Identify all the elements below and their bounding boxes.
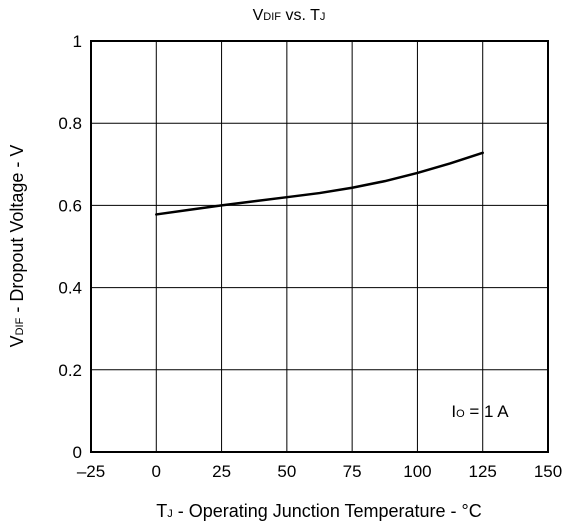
x-tick-label: 25 <box>212 462 231 481</box>
y-axis-label: VDIF - Dropout Voltage - V <box>7 145 27 348</box>
x-tick-labels: –25 0 25 50 75 100 125 150 <box>77 462 562 481</box>
x-axis-label: TJ - Operating Junction Temperature - °C <box>156 501 482 521</box>
ylabel-post: - Dropout Voltage - V <box>7 145 27 318</box>
xlabel-sub: J <box>167 508 173 520</box>
title-sub1: DIF <box>263 11 281 23</box>
xlabel-post: - Operating Junction Temperature - °C <box>173 501 482 521</box>
plot-frame <box>90 40 549 453</box>
title-sub2: J <box>320 11 326 23</box>
y-tick-label: 0.2 <box>58 361 82 380</box>
x-tick-label: 50 <box>277 462 296 481</box>
y-tick-label: 0.4 <box>58 279 82 298</box>
ylabel-pre: V <box>7 335 27 347</box>
x-tick-label: –25 <box>77 462 105 481</box>
x-tick-label: 100 <box>403 462 431 481</box>
x-tick-label: 150 <box>534 462 562 481</box>
y-tick-label: 1 <box>73 32 82 51</box>
y-tick-label: 0.6 <box>58 196 82 215</box>
y-tick-label: 0 <box>73 443 82 462</box>
annotation-sub: O <box>456 408 465 420</box>
condition-annotation: IO = 1 A <box>451 402 509 421</box>
chart-title: VDIF vs. TJ <box>253 7 326 24</box>
grid-lines <box>91 41 548 452</box>
ylabel-sub: DIF <box>14 317 26 335</box>
x-tick-label: 0 <box>152 462 161 481</box>
x-tick-label: 125 <box>469 462 497 481</box>
x-tick-label: 75 <box>343 462 362 481</box>
title-mid: vs. T <box>281 7 320 24</box>
y-tick-label: 0.8 <box>58 114 82 133</box>
xlabel-pre: T <box>156 501 167 521</box>
annotation-post: = 1 A <box>465 402 510 421</box>
title-main: V <box>253 7 264 24</box>
series-layer <box>155 151 484 216</box>
annotation-pre: I <box>451 402 456 421</box>
dropout-voltage-curve <box>155 151 484 216</box>
y-tick-labels: 0 0.2 0.4 0.6 0.8 1 <box>58 32 82 462</box>
